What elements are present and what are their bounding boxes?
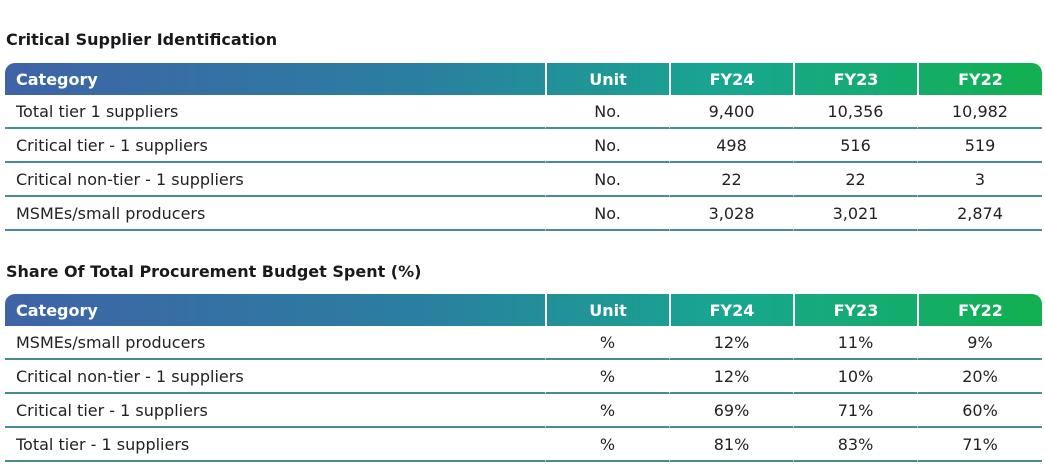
cell-fy22: 71% bbox=[917, 428, 1042, 462]
table-row: MSMEs/small producers % 12% 11% 9% bbox=[5, 326, 1042, 360]
cell-fy24: 22 bbox=[669, 163, 793, 197]
column-header-fy23: FY23 bbox=[793, 294, 917, 326]
cell-fy23: 22 bbox=[793, 163, 917, 197]
cell-fy22: 9% bbox=[917, 326, 1042, 360]
column-header-category: Category bbox=[16, 300, 98, 320]
table-title-critical-supplier-identification: Critical Supplier Identification bbox=[6, 30, 278, 49]
cell-fy24: 9,400 bbox=[669, 95, 793, 129]
column-header-fy24: FY24 bbox=[669, 63, 793, 95]
cell-unit: No. bbox=[545, 95, 669, 129]
table-row: Critical tier - 1 suppliers No. 498 516 … bbox=[5, 129, 1042, 163]
table-header-row: Category Unit FY24 FY23 FY22 bbox=[5, 294, 1042, 326]
cell-category: Critical non-tier - 1 suppliers bbox=[5, 163, 545, 197]
cell-unit: % bbox=[545, 428, 669, 462]
cell-fy24: 69% bbox=[669, 394, 793, 428]
cell-fy24: 12% bbox=[669, 360, 793, 394]
cell-fy23: 71% bbox=[793, 394, 917, 428]
cell-unit: % bbox=[545, 394, 669, 428]
cell-category: Critical non-tier - 1 suppliers bbox=[5, 360, 545, 394]
cell-category: Total tier - 1 suppliers bbox=[5, 428, 545, 462]
cell-unit: % bbox=[545, 326, 669, 360]
cell-fy23: 3,021 bbox=[793, 197, 917, 231]
table-title-procurement-budget-share: Share Of Total Procurement Budget Spent … bbox=[6, 262, 422, 281]
cell-fy22: 20% bbox=[917, 360, 1042, 394]
critical-supplier-table: Category Unit FY24 FY23 FY22 Total tier … bbox=[5, 63, 1042, 231]
cell-fy22: 10,982 bbox=[917, 95, 1042, 129]
table-row: Critical non-tier - 1 suppliers No. 22 2… bbox=[5, 163, 1042, 197]
cell-fy23: 10,356 bbox=[793, 95, 917, 129]
column-header-fy22: FY22 bbox=[917, 294, 1042, 326]
procurement-budget-table: Category Unit FY24 FY23 FY22 MSMEs/small… bbox=[5, 294, 1042, 462]
cell-unit: % bbox=[545, 360, 669, 394]
column-header-fy22: FY22 bbox=[917, 63, 1042, 95]
column-header-unit: Unit bbox=[545, 294, 669, 326]
cell-unit: No. bbox=[545, 129, 669, 163]
cell-fy24: 3,028 bbox=[669, 197, 793, 231]
cell-fy23: 83% bbox=[793, 428, 917, 462]
cell-fy24: 498 bbox=[669, 129, 793, 163]
cell-category: Critical tier - 1 suppliers bbox=[5, 129, 545, 163]
column-header-fy23: FY23 bbox=[793, 63, 917, 95]
cell-category: Total tier 1 suppliers bbox=[5, 95, 545, 129]
table-row: Total tier - 1 suppliers % 81% 83% 71% bbox=[5, 428, 1042, 462]
cell-fy22: 60% bbox=[917, 394, 1042, 428]
cell-fy23: 10% bbox=[793, 360, 917, 394]
cell-category: Critical tier - 1 suppliers bbox=[5, 394, 545, 428]
cell-fy24: 81% bbox=[669, 428, 793, 462]
cell-fy24: 12% bbox=[669, 326, 793, 360]
cell-category: MSMEs/small producers bbox=[5, 326, 545, 360]
table-row: Critical tier - 1 suppliers % 69% 71% 60… bbox=[5, 394, 1042, 428]
cell-fy23: 11% bbox=[793, 326, 917, 360]
column-header-fy24: FY24 bbox=[669, 294, 793, 326]
column-header-category: Category bbox=[16, 69, 98, 89]
table-header-row: Category Unit FY24 FY23 FY22 bbox=[5, 63, 1042, 95]
cell-category: MSMEs/small producers bbox=[5, 197, 545, 231]
cell-unit: No. bbox=[545, 163, 669, 197]
table-row: Total tier 1 suppliers No. 9,400 10,356 … bbox=[5, 95, 1042, 129]
column-header-unit: Unit bbox=[545, 63, 669, 95]
table-row: MSMEs/small producers No. 3,028 3,021 2,… bbox=[5, 197, 1042, 231]
cell-fy22: 2,874 bbox=[917, 197, 1042, 231]
cell-unit: No. bbox=[545, 197, 669, 231]
cell-fy22: 519 bbox=[917, 129, 1042, 163]
cell-fy23: 516 bbox=[793, 129, 917, 163]
cell-fy22: 3 bbox=[917, 163, 1042, 197]
table-row: Critical non-tier - 1 suppliers % 12% 10… bbox=[5, 360, 1042, 394]
